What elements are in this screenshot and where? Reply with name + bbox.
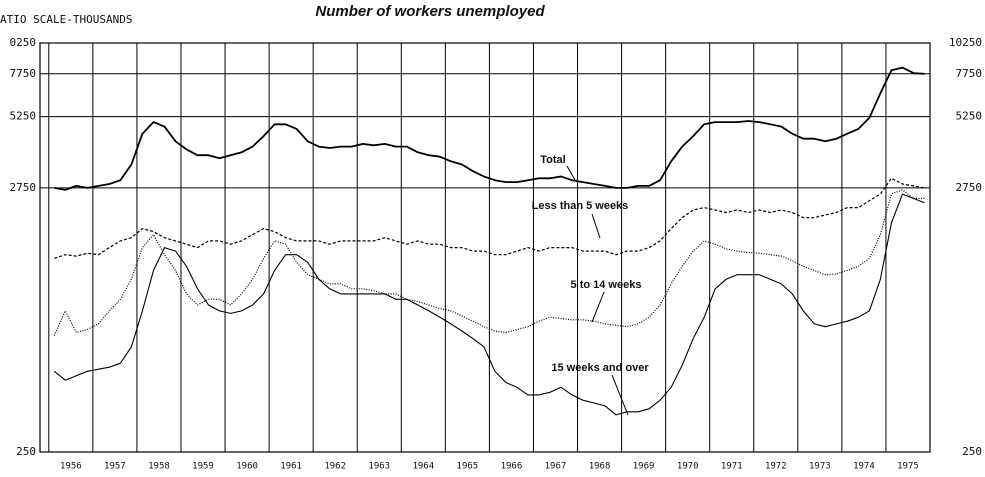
- y2-tick-label: 2750: [956, 181, 983, 194]
- y2-tick-label: 7750: [956, 67, 983, 80]
- series-annotation: 15 weeks and over: [551, 362, 649, 374]
- x-tick-label: 1972: [765, 462, 787, 472]
- annotation-arrow: [611, 374, 629, 416]
- x-tick-label: 1974: [853, 462, 875, 472]
- y-tick-label: 5250: [10, 110, 37, 123]
- y2-tick-label: 250: [962, 445, 982, 458]
- series-line: [53, 193, 925, 416]
- x-tick-label: 1967: [545, 462, 567, 472]
- x-tick-label: 1970: [677, 462, 699, 472]
- x-tick-label: 1966: [501, 462, 523, 472]
- x-tick-label: 1969: [633, 462, 655, 472]
- x-tick-label: 1959: [192, 462, 214, 472]
- series-line: [54, 66, 925, 191]
- annotation-arrow: [591, 291, 605, 323]
- annotation-arrow: [566, 165, 576, 181]
- x-tick-label: 1963: [368, 462, 390, 472]
- x-tick-label: 1961: [280, 462, 302, 472]
- x-tick-label: 1975: [897, 462, 919, 472]
- series-line: [54, 177, 925, 259]
- x-tick-label: 1958: [148, 462, 170, 472]
- y-tick-label: 2750: [10, 181, 37, 194]
- y2-tick-label: 10250: [949, 36, 982, 49]
- series-annotation: 5 to 14 weeks: [571, 279, 642, 291]
- y-tick-label: 7750: [10, 67, 37, 80]
- y-axis-label: ATIO SCALE-THOUSANDS: [0, 13, 132, 26]
- x-tick-label: 1965: [457, 462, 479, 472]
- chart-title: Number of workers unemployed: [315, 3, 545, 20]
- series-annotation: Total: [540, 154, 565, 166]
- x-tick-label: 1968: [589, 462, 611, 472]
- plot-frame: [39, 42, 931, 453]
- x-tick-label: 1956: [60, 462, 82, 472]
- y2-tick-label: 5250: [956, 110, 983, 123]
- y-tick-label: 250: [16, 445, 36, 458]
- y-tick-label: 0250: [10, 36, 37, 49]
- x-tick-label: 1960: [236, 462, 258, 472]
- x-tick-label: 1973: [809, 462, 831, 472]
- series-line: [53, 189, 925, 336]
- x-tick-label: 1971: [721, 462, 743, 472]
- x-tick-label: 1957: [104, 462, 126, 472]
- annotation-arrow: [591, 213, 601, 239]
- x-tick-label: 1964: [412, 462, 434, 472]
- series-annotation: Less than 5 weeks: [532, 200, 629, 212]
- x-tick-label: 1962: [324, 462, 346, 472]
